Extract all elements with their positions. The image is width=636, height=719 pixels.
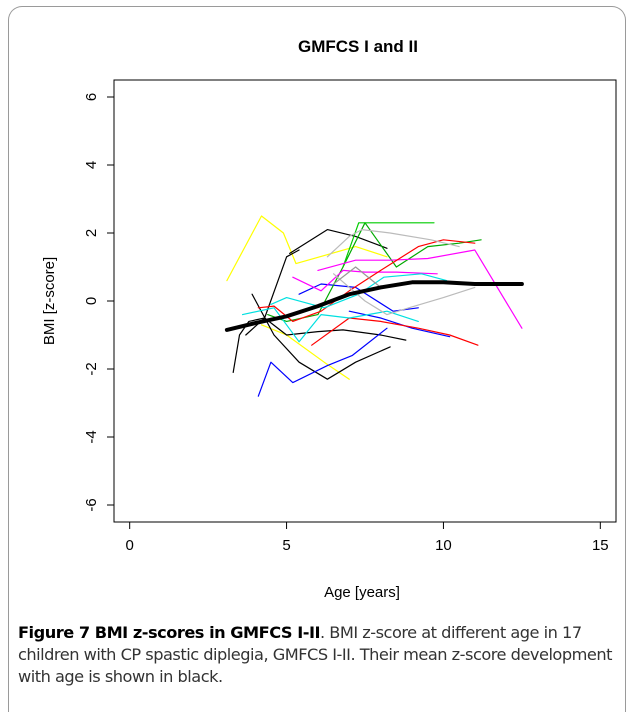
series-line-mean xyxy=(224,280,524,332)
series-line xyxy=(257,327,388,397)
series-line xyxy=(333,273,476,316)
x-tick-label: 0 xyxy=(126,537,134,554)
y-tick-label: -2 xyxy=(83,362,100,375)
chart: GMFCS I and II 0 5 10 15 -6 -4 -2 0 2 4 6 Age [ye… xyxy=(41,37,617,601)
x-tick-label: 10 xyxy=(435,537,452,554)
series-line xyxy=(292,269,438,292)
x-tick-label: 5 xyxy=(282,537,290,554)
x-axis-label: Age [years] xyxy=(324,584,400,601)
series-line xyxy=(326,229,460,258)
series-line xyxy=(333,266,382,288)
y-tick-label: -4 xyxy=(83,430,100,443)
series-line xyxy=(317,249,523,329)
series-layer xyxy=(224,215,524,397)
series-line xyxy=(251,293,391,380)
series-line xyxy=(260,324,350,380)
y-tick-label: 0 xyxy=(83,297,100,305)
y-axis: -6 -4 -2 0 2 4 6 xyxy=(83,93,115,512)
figure-caption: Figure 7 BMI z-scores in GMFCS I-II. BMI… xyxy=(18,622,618,688)
y-tick-label: 4 xyxy=(83,161,100,169)
series-line xyxy=(257,239,476,322)
y-axis-label: BMI [z-score] xyxy=(41,257,58,345)
series-line xyxy=(242,307,419,343)
caption-label: Figure 7 xyxy=(18,623,90,642)
y-tick-label: -6 xyxy=(83,498,100,511)
series-line xyxy=(311,317,479,346)
y-tick-label: 2 xyxy=(83,229,100,237)
x-axis: 0 5 10 15 xyxy=(126,521,609,554)
chart-title: GMFCS I and II xyxy=(298,37,418,56)
series-line xyxy=(289,229,388,254)
figure-frame xyxy=(8,6,626,712)
series-line xyxy=(245,317,407,341)
series-line xyxy=(232,249,300,373)
x-tick-label: 15 xyxy=(592,537,609,554)
caption-text: . BMI z-score at different age in 17 chi… xyxy=(18,623,612,686)
series-line xyxy=(342,222,435,268)
caption-title: BMI z-scores in GMFCS I-II xyxy=(94,623,321,642)
series-line xyxy=(226,215,388,282)
y-tick-label: 6 xyxy=(83,93,100,101)
